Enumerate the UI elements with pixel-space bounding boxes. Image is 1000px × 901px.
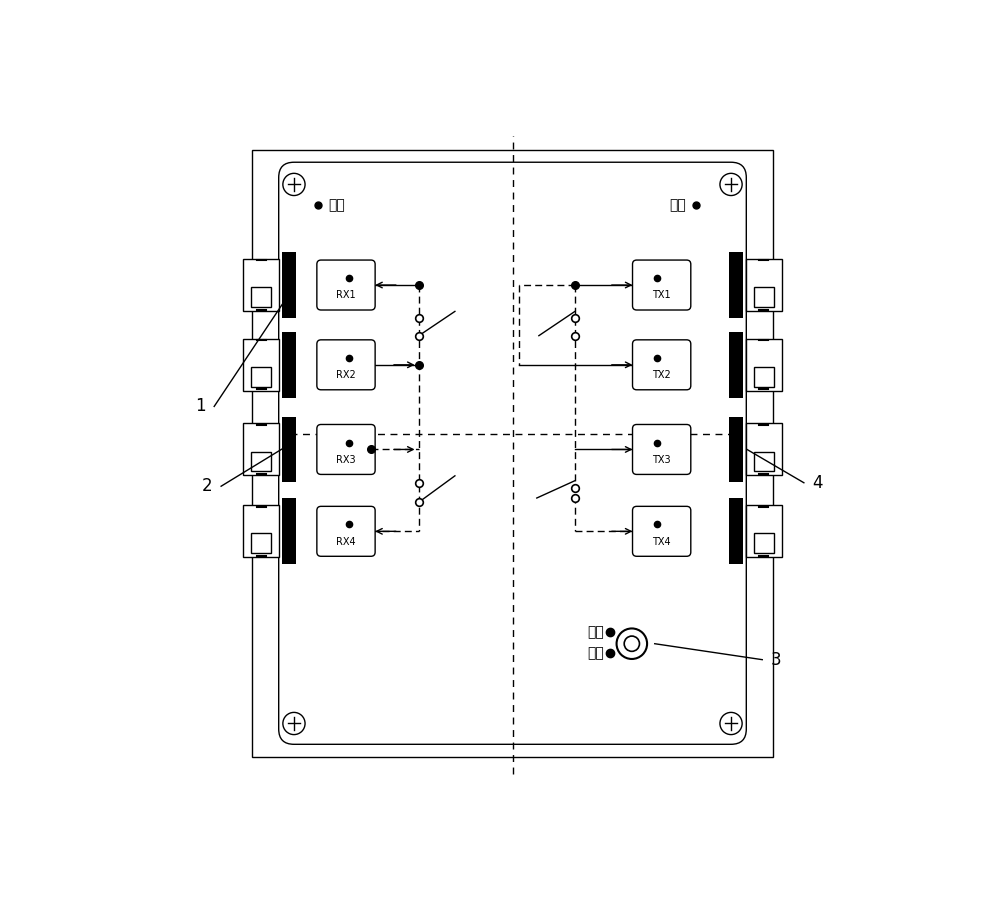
FancyBboxPatch shape xyxy=(633,260,691,310)
Bar xyxy=(243,423,279,476)
Bar xyxy=(729,332,743,397)
Bar xyxy=(754,367,774,387)
Bar xyxy=(251,287,271,307)
Bar xyxy=(282,332,296,397)
Bar xyxy=(251,367,271,387)
Text: 3: 3 xyxy=(771,651,781,669)
FancyBboxPatch shape xyxy=(317,260,375,310)
Bar xyxy=(243,339,279,391)
Text: 运行: 运行 xyxy=(587,625,604,639)
Bar xyxy=(251,451,271,471)
Bar xyxy=(243,505,279,558)
FancyBboxPatch shape xyxy=(279,162,746,744)
Bar xyxy=(243,259,279,311)
Text: 1: 1 xyxy=(195,397,206,415)
Text: TX1: TX1 xyxy=(652,290,671,300)
Text: TX4: TX4 xyxy=(652,537,671,547)
Bar xyxy=(251,533,271,553)
Text: RX3: RX3 xyxy=(336,455,356,465)
Bar xyxy=(754,287,774,307)
Bar xyxy=(754,451,774,471)
Bar xyxy=(754,533,774,553)
FancyBboxPatch shape xyxy=(317,340,375,390)
Bar xyxy=(746,505,782,558)
FancyBboxPatch shape xyxy=(317,506,375,556)
Bar xyxy=(282,498,296,564)
Text: 电源: 电源 xyxy=(329,198,345,213)
Bar xyxy=(746,339,782,391)
Text: RX2: RX2 xyxy=(336,370,356,380)
Bar xyxy=(282,416,296,482)
Bar xyxy=(729,498,743,564)
Bar xyxy=(746,423,782,476)
Bar xyxy=(746,259,782,311)
Text: TX3: TX3 xyxy=(652,455,671,465)
FancyBboxPatch shape xyxy=(633,424,691,475)
Text: RX4: RX4 xyxy=(336,537,356,547)
FancyBboxPatch shape xyxy=(633,340,691,390)
FancyBboxPatch shape xyxy=(317,424,375,475)
Text: 锁锁: 锁锁 xyxy=(669,198,686,213)
Text: 测试: 测试 xyxy=(587,646,604,660)
Text: TX2: TX2 xyxy=(652,370,671,380)
Bar xyxy=(729,416,743,482)
Bar xyxy=(252,150,773,757)
FancyBboxPatch shape xyxy=(633,506,691,556)
Text: RX1: RX1 xyxy=(336,290,356,300)
Text: 2: 2 xyxy=(202,478,213,496)
Bar xyxy=(282,252,296,318)
Bar xyxy=(729,252,743,318)
Text: 4: 4 xyxy=(813,474,823,492)
